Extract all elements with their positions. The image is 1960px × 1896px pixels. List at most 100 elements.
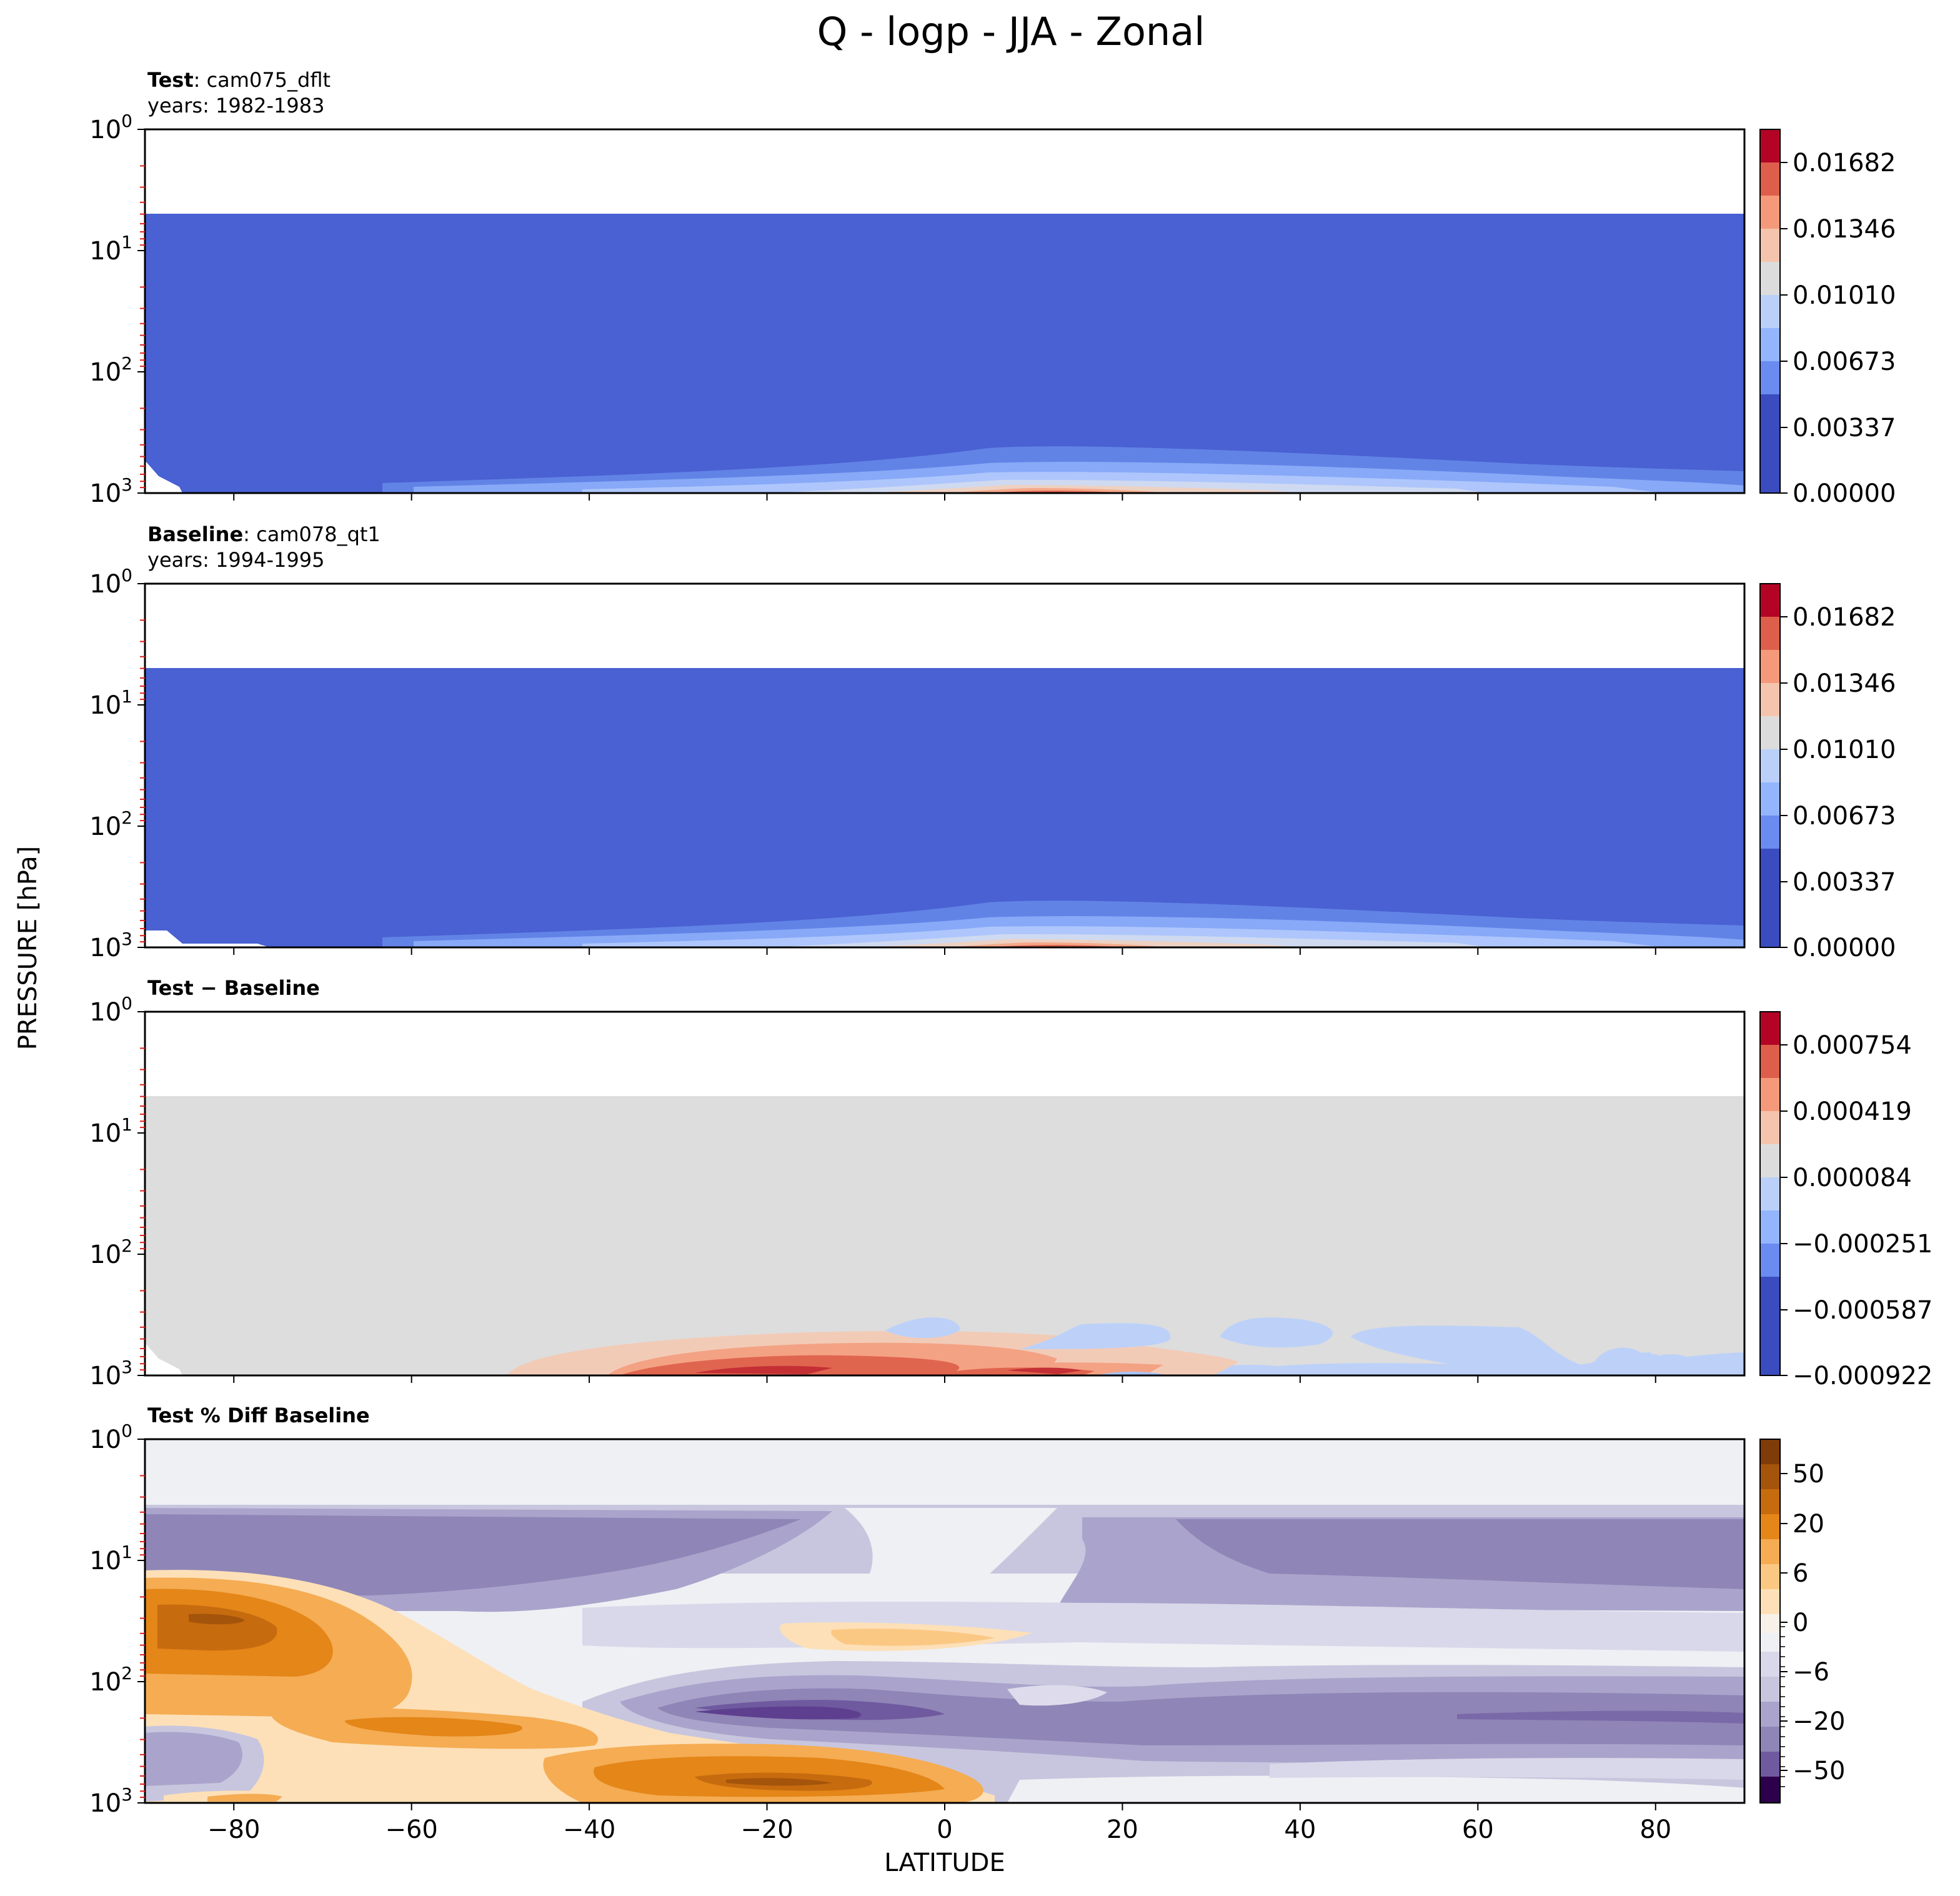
pct-positive-darkest [157,1604,277,1651]
cb-step [1760,1564,1780,1589]
x-tick-label: −60 [385,1815,437,1844]
panel-percent-difference-colorbar: −50 −20 −6 0 6 20 50 [1759,1439,1845,1804]
cb-step [1760,1614,1780,1633]
panel-test: Test: cam075_dflt years: 1982-1983 100 10… [89,68,1896,508]
y-tick-label: 103 [89,474,132,508]
y-tick-label: 102 [89,1663,132,1697]
pct-positive-dark-lower [345,1717,522,1737]
cb-step [1760,262,1780,295]
pct-positive-core [189,1614,245,1625]
cb-step [1760,1012,1780,1045]
panel-baseline-title-rest: : cam078_qt1 [243,522,381,546]
cb-step [1760,749,1780,782]
panel-difference: Test − Baseline [89,976,1933,1390]
cb-step [1760,1539,1780,1564]
cb-step [1760,196,1780,229]
cb-step [1760,1144,1780,1177]
colorbar-tick-label: 0.00673 [1793,347,1896,376]
x-tick-label: 60 [1462,1815,1494,1844]
y-tick-label: 102 [89,353,132,387]
cb-step [1760,1277,1780,1310]
colorbar-tick-label: 0.000754 [1793,1031,1912,1060]
colorbar-tick-label: 6 [1793,1559,1808,1588]
panel-test-title: Test: cam075_dflt [147,68,331,92]
colorbar-tick-label: 0 [1793,1609,1808,1637]
cb-step [1760,1777,1780,1803]
cb-step [1760,1633,1780,1652]
panel-percent-difference: Test % Diff Baseline [89,1404,1845,1844]
colorbar-tick-label: 0.01346 [1793,669,1896,698]
pct-bottom-strip-mid [207,1794,282,1802]
contour-fill-base [145,214,1744,493]
panel-baseline-plot [145,668,1744,947]
panel-baseline-colorbar: 0.00000 0.00337 0.00673 0.01010 0.01346 0.016… [1759,583,1896,962]
colorbar-tick-label: 0.00337 [1793,414,1896,442]
cb-step [1760,427,1780,493]
y-tick-label: 101 [89,1114,132,1148]
x-tick-label: −80 [207,1815,260,1844]
colorbar-frame [1759,583,1781,948]
y-tick-label: 101 [89,686,132,720]
cb-step [1760,229,1780,262]
y-tick-label: 100 [89,565,132,599]
cb-step [1760,394,1780,427]
colorbar-tick-label: −6 [1793,1658,1829,1687]
colorbar-tick-label: 50 [1793,1460,1824,1489]
pct-gap-center [845,1508,1057,1603]
cb-step [1760,1589,1780,1614]
cb-step [1760,882,1780,947]
colorbar-tick-label: −0.000251 [1793,1230,1933,1259]
colorbar-tick-label: 0.01682 [1793,603,1896,632]
pct-bottom-right-grey [1270,1758,1744,1780]
cb-step [1760,1702,1780,1727]
colorbar-tick-label: 0.01682 [1793,149,1896,177]
cb-step [1760,1514,1780,1539]
cb-step [1760,361,1780,394]
cb-step [1760,1677,1780,1702]
diff-negative-1 [1213,1364,1307,1375]
x-tick-label: −40 [563,1815,615,1844]
y-tick-label: 102 [89,1235,132,1269]
panel-test-colorbar: 0.00000 0.00337 0.00673 0.01010 0.01346 0.016… [1759,129,1896,508]
colorbar-tick-label: −20 [1793,1707,1845,1736]
colorbar-tick-label: −50 [1793,1757,1845,1785]
cb-step [1760,162,1780,196]
cb-step [1760,683,1780,716]
y-tick-label: 100 [89,111,132,144]
y-tick-label: 103 [89,929,132,962]
cb-step [1760,1210,1780,1244]
colorbar-tick-label: 0.01010 [1793,281,1896,310]
missing-data-region [145,931,270,947]
diff-negative-1 [1619,1352,1744,1375]
cb-step [1760,1045,1780,1078]
panel-test-plot [145,214,1744,493]
cb-step [1760,1727,1780,1752]
diff-negative-1 [885,1317,960,1339]
pct-band-lower-dark [657,1688,1744,1745]
contour-fill-base [145,668,1744,947]
cb-step [1760,295,1780,328]
cb-step [1760,129,1780,162]
cb-step [1760,328,1780,361]
y-tick-label: 100 [89,1420,132,1454]
cb-step [1760,1752,1780,1777]
cb-step [1760,650,1780,683]
colorbar-tick-label: −0.000587 [1793,1296,1933,1325]
x-axis-label: LATITUDE [884,1849,1005,1877]
pct-band-lower-darkest-2 [695,1706,862,1720]
cb-step [1760,1439,1780,1464]
cb-step [1760,617,1780,650]
y-tick-label: 103 [89,1357,132,1390]
colorbar-frame [1759,129,1781,494]
contour-level-6 [945,942,1170,947]
pct-band-upper-dark-2 [145,1514,801,1595]
panel-percent-difference-title: Test % Diff Baseline [147,1404,370,1427]
y-tick-label: 103 [89,1784,132,1818]
pct-positive-light-center-2 [831,1629,995,1646]
y-tick-label: 101 [89,232,132,266]
panel-baseline-years: years: 1994-1995 [147,548,324,572]
pct-notch-light [1007,1685,1107,1706]
pct-positive-core-bottom [726,1778,832,1786]
colorbar-tick-label: 0.01010 [1793,736,1896,764]
